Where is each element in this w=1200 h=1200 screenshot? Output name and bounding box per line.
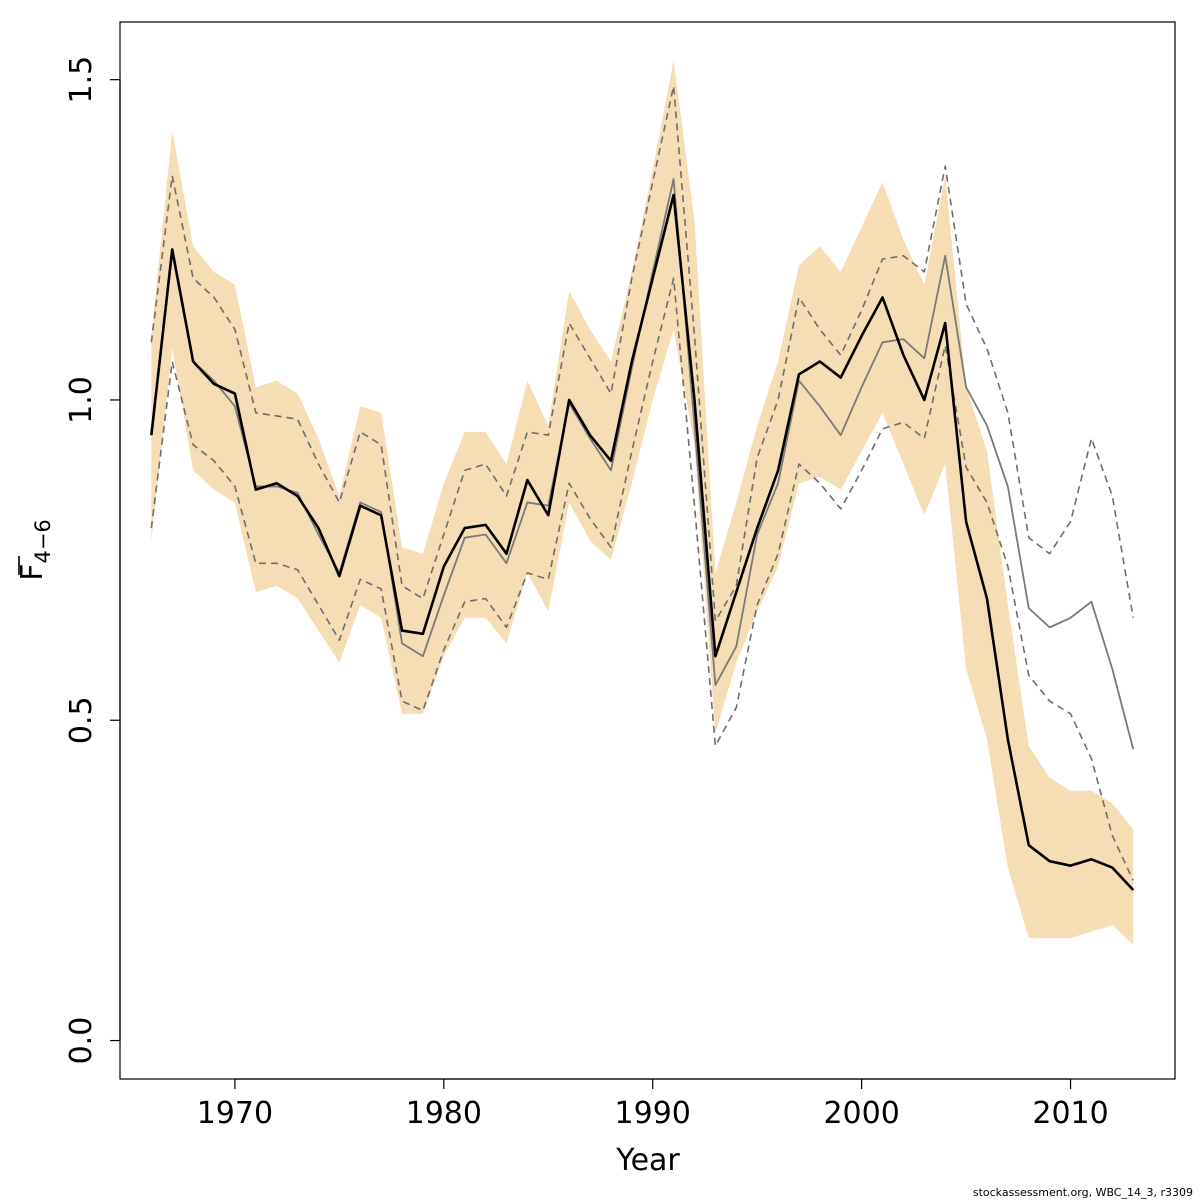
x-tick-label: 1970 (197, 1096, 273, 1131)
svg-text:F4−6: F4−6 (15, 519, 55, 581)
x-tick-label: 1990 (615, 1096, 691, 1131)
x-tick-label: 2000 (823, 1096, 899, 1131)
series-lines-layer (150, 85, 1135, 891)
y-axis-title-subscript: 4−6 (31, 519, 55, 563)
confidence-band-layer (151, 60, 1134, 945)
confidence-band (151, 60, 1134, 945)
y-tick-label: 0.0 (64, 1017, 99, 1065)
comparison-upper-line (150, 85, 1135, 622)
y-tick-label: 0.5 (64, 696, 99, 744)
estimate-line (150, 193, 1135, 891)
x-tick-label: 1980 (406, 1096, 482, 1131)
x-axis-title: Year (615, 1143, 680, 1178)
y-tick-label: 1.5 (64, 56, 99, 104)
y-tick-label: 1.0 (64, 376, 99, 424)
y-axis: 0.0 0.5 1.0 1.5 (64, 56, 121, 1065)
footer-note: stockassessment.org, WBC_14_3, r3309 (973, 1186, 1193, 1199)
comparison-lower-line (150, 277, 1134, 881)
y-axis-title-main: F (15, 564, 50, 581)
y-axis-title: F4−6 (15, 519, 55, 581)
x-tick-label: 2010 (1032, 1096, 1108, 1131)
x-axis: 1970 1980 1990 2000 2010 (197, 1078, 1109, 1131)
